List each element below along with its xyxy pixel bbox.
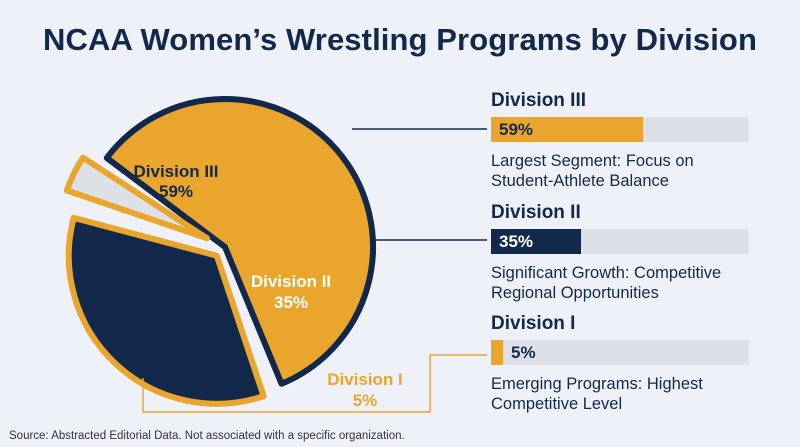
source-note: Source: Abstracted Editorial Data. Not a…: [9, 430, 405, 442]
slice-label: Division III: [133, 162, 218, 181]
panel-title: Division II: [491, 202, 581, 223]
description-line: Regional Opportunities: [491, 284, 659, 302]
progress-fill: [491, 340, 503, 365]
pie-slice-division-i: [63, 154, 211, 242]
panel-division-ii: Division II 35% Significant Growth: Comp…: [491, 203, 761, 303]
slice-value: 35%: [274, 293, 308, 312]
progress-track: 59%: [491, 117, 749, 142]
slice-label: Division I: [327, 370, 403, 389]
panel-title: Division III: [491, 90, 587, 111]
description-line: Largest Segment: Focus on: [491, 152, 694, 170]
description-line: Significant Growth: Competitive: [491, 264, 722, 282]
panel-division-i: Division I 5% Emerging Programs: Highest…: [491, 314, 761, 414]
panel-description: Largest Segment: Focus on Student-Athlet…: [491, 151, 761, 191]
description-line: Emerging Programs: Highest: [491, 375, 703, 393]
progress-value: 5%: [511, 343, 536, 362]
pie-slice-division-iii: [103, 96, 376, 387]
progress-track: 35%: [491, 229, 749, 254]
panel-title: Division I: [491, 313, 576, 334]
description-line: Competitive Level: [491, 395, 623, 413]
connector-line: [142, 354, 487, 413]
progress-value: 35%: [499, 232, 534, 251]
progress-value: 59%: [499, 120, 534, 139]
pie-slice-division-ii: [65, 214, 267, 407]
progress-fill: [491, 117, 644, 142]
chart-title: NCAA Women’s Wrestling Programs by Divis…: [43, 22, 757, 57]
slice-value: 5%: [353, 391, 378, 410]
progress-track: 5%: [491, 340, 749, 365]
description-line: Student-Athlete Balance: [491, 172, 669, 190]
panel-description: Emerging Programs: Highest Competitive L…: [491, 374, 761, 414]
slice-value: 59%: [159, 182, 193, 201]
progress-fill: [491, 229, 582, 254]
panel-description: Significant Growth: Competitive Regional…: [491, 263, 761, 303]
panel-division-iii: Division III 59% Largest Segment: Focus …: [491, 91, 761, 191]
slice-label: Division II: [251, 272, 331, 291]
